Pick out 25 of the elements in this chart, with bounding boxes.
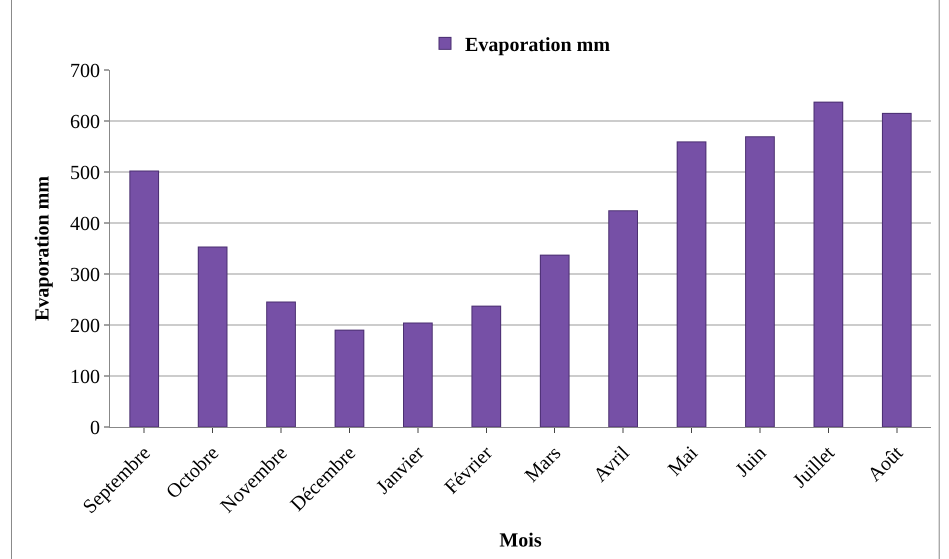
x-tick-label: Juin (731, 442, 771, 482)
bar (676, 141, 706, 427)
y-axis-title: Evaporation mm (32, 176, 54, 321)
bar (266, 302, 296, 427)
bar (129, 170, 160, 427)
x-tick-label: Mai (664, 442, 702, 480)
x-axis-title: Mois (499, 530, 542, 552)
bar (471, 306, 502, 427)
bar (334, 330, 364, 427)
bar (814, 102, 844, 427)
bar (403, 322, 433, 427)
bar (608, 210, 638, 427)
bar (198, 246, 228, 427)
bar (745, 136, 775, 427)
y-tick-label: 400 (70, 213, 100, 235)
bar (540, 254, 570, 427)
y-tick-label: 700 (70, 60, 100, 82)
bar (882, 112, 912, 427)
y-tick-label: 500 (70, 162, 100, 184)
legend-label: Evaporation mm (465, 34, 610, 56)
y-tick-label: 0 (90, 417, 100, 439)
y-tick-label: 200 (70, 315, 100, 337)
y-tick-label: 100 (70, 366, 100, 388)
y-tick-label: 600 (70, 111, 100, 133)
y-tick-label: 300 (70, 264, 100, 286)
